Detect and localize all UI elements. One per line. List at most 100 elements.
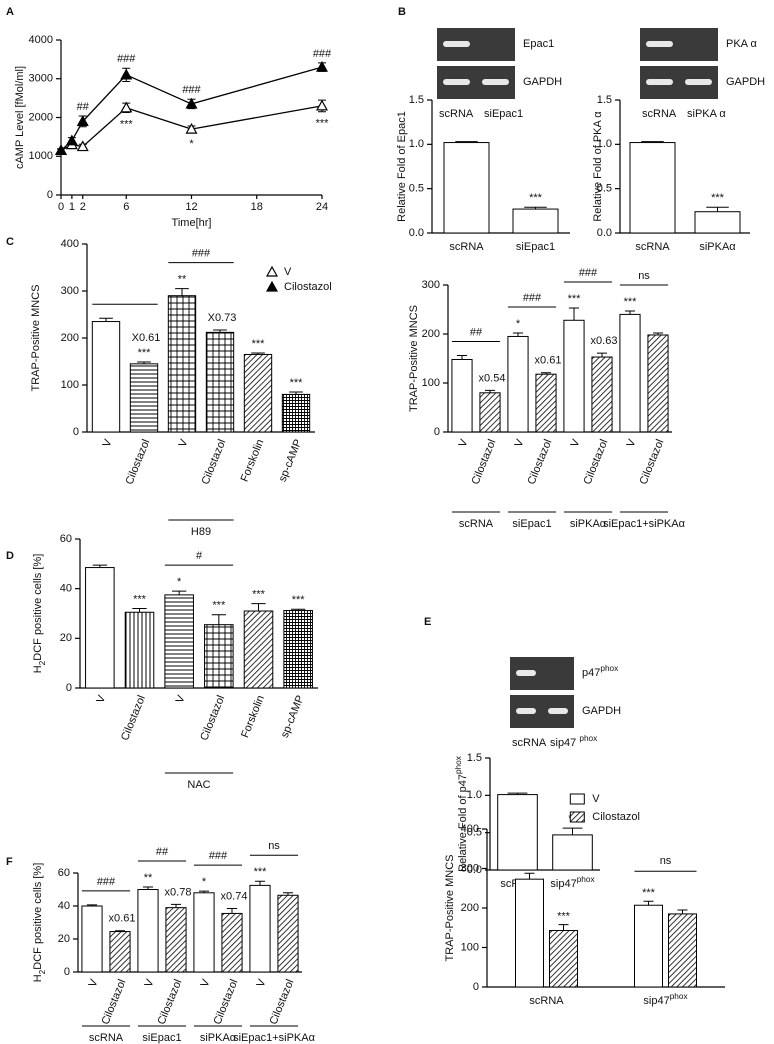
y-tick-label: 0.5 — [597, 183, 612, 195]
gel-band — [516, 708, 536, 714]
bar — [165, 907, 187, 973]
error-bar — [706, 206, 729, 212]
bar — [137, 889, 159, 973]
error-bar — [226, 907, 238, 914]
x-tick-label: Cilostazol — [637, 438, 666, 487]
legend-marker — [265, 265, 279, 277]
error-bar — [624, 310, 636, 315]
bar — [515, 878, 544, 988]
bar — [193, 892, 215, 973]
group-label: siPKAα — [200, 1032, 237, 1044]
y-tick-label: 100 — [461, 941, 479, 953]
gel-lane-label: siPKA α — [687, 108, 726, 120]
comparison-label: ## — [156, 846, 169, 858]
bar — [549, 930, 578, 988]
gel-band-label: p47phox — [582, 664, 619, 679]
error-bar — [291, 608, 306, 611]
point-marker — [185, 97, 198, 109]
ratio-label: x0.63 — [591, 335, 618, 347]
significance-label: *** — [316, 118, 330, 130]
y-tick-label: 1.0 — [409, 138, 424, 150]
panel-letter: E — [424, 616, 431, 628]
y-axis-label: H2DCF positive cells [%] — [32, 554, 47, 674]
y-tick-label: 0 — [66, 682, 72, 694]
bar — [451, 358, 473, 433]
bar — [204, 624, 234, 689]
error-bar — [596, 352, 608, 358]
point-marker — [54, 144, 68, 156]
error-bar — [282, 892, 294, 896]
y-axis-label-part: DCF positive cells [%] — [32, 554, 44, 661]
error-bar — [524, 872, 535, 880]
group-label: siEpac1 — [512, 518, 551, 530]
gel-lane-label: scRNA — [642, 108, 677, 120]
bar — [243, 353, 273, 433]
bar — [91, 321, 121, 433]
gel-lane-label: siEpac1 — [484, 108, 523, 120]
error-bar — [175, 288, 189, 296]
y-tick-label: 2000 — [29, 111, 53, 123]
significance-label: *** — [624, 296, 638, 308]
ratio-label: x0.74 — [221, 890, 248, 902]
point-marker — [315, 99, 329, 111]
comparison-label: ### — [523, 292, 542, 304]
bar — [124, 611, 155, 689]
x-tick-label: 1 — [69, 201, 75, 213]
panel-letter: F — [6, 856, 13, 868]
comparison-label: ### — [579, 267, 598, 279]
significance-label: *** — [642, 887, 656, 899]
y-axis-label-part: 2 — [38, 660, 47, 665]
group-label: NAC — [187, 779, 210, 791]
x-tick-label: Forskolin — [239, 438, 267, 484]
significance-label: *** — [212, 600, 226, 612]
y-tick-label: 40 — [60, 583, 72, 595]
gel-band — [443, 79, 470, 85]
y-tick-label: 3000 — [29, 73, 53, 85]
significance-label: *** — [120, 118, 134, 130]
comparison-label: ## — [470, 326, 483, 338]
significance-label: * — [516, 318, 521, 330]
error-bar — [652, 332, 664, 335]
significance-label: *** — [557, 910, 571, 922]
error-bar — [114, 930, 126, 932]
gel-lane-label: sip47 phox — [550, 734, 598, 749]
x-tick-label: 12 — [185, 201, 197, 213]
y-axis-label-part: DCF positive cells [%] — [32, 863, 44, 970]
ratio-label: x0.61 — [535, 355, 562, 367]
bar — [283, 610, 313, 689]
x-tick-label: Cilostazol — [155, 978, 184, 1027]
x-tick-label: V — [177, 437, 191, 449]
y-tick-label: 200 — [422, 328, 440, 340]
error-bar — [142, 886, 154, 890]
bar — [629, 142, 676, 234]
bar — [85, 567, 115, 689]
error-bar — [251, 352, 265, 355]
gel-band-label: GAPDH — [523, 76, 562, 88]
error-bar — [677, 909, 688, 914]
group-label: scRNA — [89, 1032, 124, 1044]
gel-band-label: PKA α — [726, 38, 757, 50]
x-tick-label: Cilostazol — [525, 438, 554, 487]
gel-band — [443, 41, 470, 47]
error-bar — [170, 903, 182, 908]
error-bar — [86, 904, 98, 906]
y-tick-label: 200 — [461, 902, 479, 914]
bar — [563, 319, 585, 433]
y-tick-label: 1.0 — [467, 789, 482, 801]
error-bar — [456, 355, 468, 360]
ratio-label: x0.61 — [109, 913, 136, 925]
y-axis-label-part: Relative Fold of p47 — [457, 774, 469, 872]
error-bar — [198, 890, 210, 893]
panel-letter: C — [6, 236, 14, 248]
ratio-label: x0.54 — [479, 372, 506, 384]
y-tick-label: 0 — [64, 966, 70, 978]
gel-lane-label-part: phox — [579, 734, 598, 743]
significance-label: ** — [178, 274, 187, 286]
y-tick-label: 0.0 — [409, 227, 424, 239]
y-axis-label: Relative Fold of p47phox — [454, 755, 469, 872]
legend-label: V — [284, 266, 292, 278]
bar — [443, 142, 490, 234]
bar — [619, 313, 641, 433]
x-tick-label: sip47phox — [643, 992, 688, 1007]
error-bar — [455, 141, 478, 143]
